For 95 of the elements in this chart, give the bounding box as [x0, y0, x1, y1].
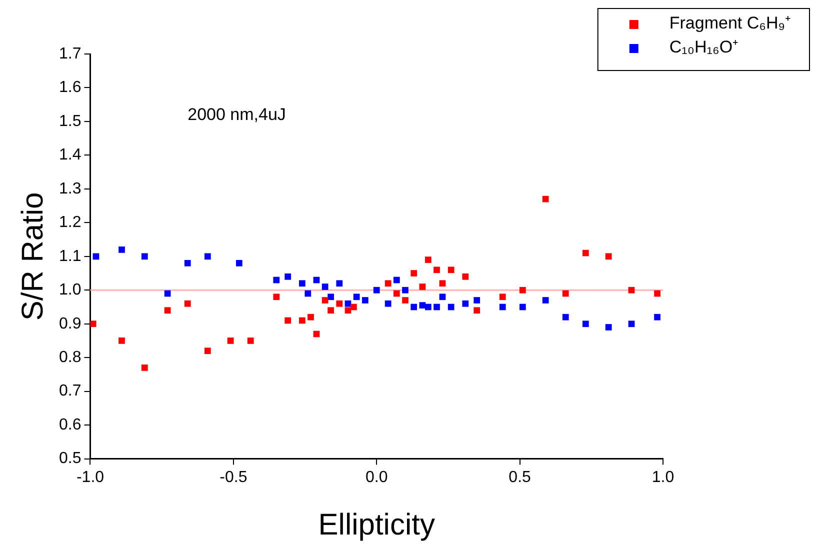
x-tick-label: -0.5: [220, 468, 248, 486]
point: [141, 364, 148, 371]
point: [562, 290, 569, 297]
y-tick-label: 0.8: [58, 349, 82, 366]
x-tick-label: 0.5: [508, 468, 532, 486]
point: [605, 324, 612, 330]
point: [402, 286, 408, 294]
point: [118, 246, 125, 253]
point: [462, 273, 469, 280]
point: [184, 300, 191, 307]
point: [373, 286, 380, 294]
point: [273, 294, 280, 300]
x-axis-title: Ellipticity: [318, 508, 435, 542]
point: [236, 260, 242, 266]
point: [410, 304, 418, 310]
point: [462, 300, 469, 307]
point: [474, 297, 480, 304]
legend-label: C₁₀H₁₆O⁺: [669, 38, 739, 57]
point: [336, 300, 343, 307]
point: [419, 284, 426, 290]
point: [542, 196, 549, 202]
point: [308, 314, 314, 320]
y-tick-label: 1.1: [58, 248, 82, 265]
point: [344, 307, 352, 314]
y-axis-title: S/R Ratio: [16, 192, 50, 321]
y-tick-label: 1.6: [58, 79, 82, 96]
point: [439, 294, 446, 300]
point: [184, 260, 191, 266]
point: [654, 314, 660, 320]
y-tick-label: 1.4: [58, 146, 82, 164]
point: [362, 297, 368, 304]
point: [92, 253, 100, 260]
point: [448, 304, 454, 310]
point: [499, 294, 506, 300]
y-tick-label: 1.7: [58, 45, 82, 62]
annotation: 2000 nm,4uJ: [188, 104, 286, 124]
point: [628, 286, 635, 294]
point: [350, 304, 357, 310]
point: [141, 253, 148, 260]
point: [322, 297, 328, 304]
point: [499, 304, 506, 310]
y-tick-label: 1.5: [58, 112, 82, 130]
point: [336, 280, 343, 287]
point: [654, 290, 660, 297]
point: [227, 338, 234, 344]
point: [298, 317, 306, 324]
point: [582, 250, 589, 256]
point: [304, 290, 312, 297]
x-tick-label: 1.0: [652, 468, 674, 486]
point: [410, 270, 418, 276]
x-tick-label: -1.0: [76, 468, 104, 486]
point: [118, 338, 125, 344]
point: [273, 276, 280, 284]
point: [605, 253, 612, 260]
point: [384, 300, 392, 307]
y-tick-label: 1.2: [58, 214, 82, 232]
point: [284, 273, 292, 280]
point: [384, 280, 392, 287]
point: [284, 317, 292, 324]
y-tick-label: 1.3: [58, 180, 82, 198]
x-tick-label: 0.0: [365, 468, 388, 486]
point: [204, 348, 211, 354]
point: [562, 314, 569, 320]
point: [344, 300, 352, 307]
point: [434, 266, 440, 274]
point: [424, 304, 432, 310]
y-tick-label: 0.6: [58, 416, 82, 434]
y-tick-label: 0.9: [58, 315, 82, 332]
point: [90, 320, 96, 328]
legend-label: Fragment C₆H₉⁺: [669, 14, 792, 33]
point: [474, 307, 480, 314]
y-tick-label: 0.7: [58, 382, 82, 400]
point: [424, 256, 432, 263]
point: [419, 302, 426, 308]
point: [434, 304, 440, 310]
point: [542, 297, 549, 304]
point: [164, 307, 171, 314]
point: [448, 266, 454, 274]
point: [628, 320, 635, 328]
point: [519, 286, 526, 294]
point: [582, 320, 589, 328]
point: [328, 307, 334, 314]
point: [204, 253, 211, 260]
point: [247, 338, 254, 344]
y-tick-label: 1.0: [58, 282, 82, 299]
y-tick-label: 0.5: [58, 450, 82, 468]
point: [439, 280, 446, 287]
point: [322, 284, 328, 290]
point: [298, 280, 306, 287]
point: [402, 297, 408, 304]
point: [353, 294, 360, 300]
point: [393, 276, 400, 284]
point: [328, 294, 334, 300]
point: [393, 290, 400, 297]
point: [519, 304, 526, 310]
